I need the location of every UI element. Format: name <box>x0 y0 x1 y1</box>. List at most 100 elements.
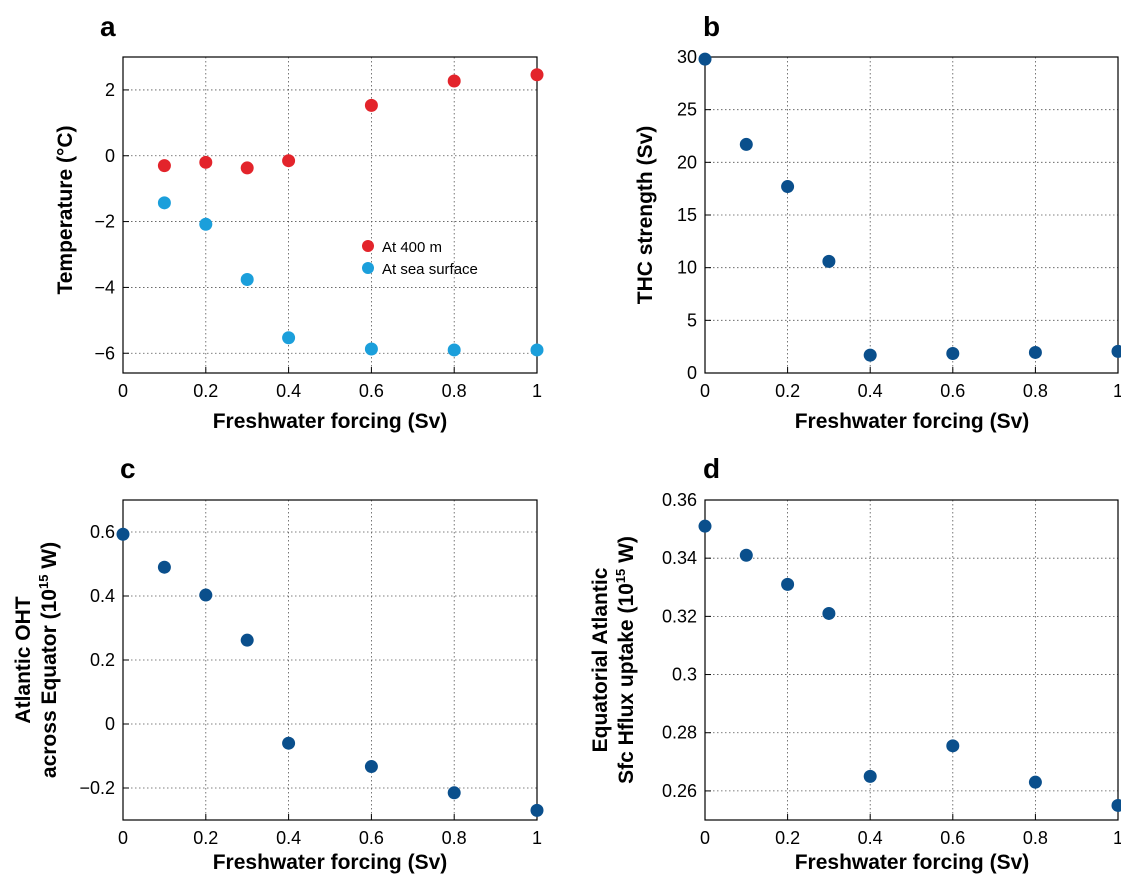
plot-area-d: 0 0.2 0.4 0.6 0.8 1 0.26 0.28 0.3 0.32 0.34 0.36 <box>662 490 1121 848</box>
x-tick-label: 0.4 <box>858 828 883 848</box>
y-tick-label: 0.36 <box>662 490 697 510</box>
y-tick-label: 0.6 <box>90 522 115 542</box>
y-axis-label-c-line2: across Equator (1015 W) <box>36 542 61 778</box>
y-tick-label: −6 <box>94 343 115 363</box>
y-tick-label: 0.2 <box>90 650 115 670</box>
data-point-series-1 <box>157 196 171 210</box>
x-tick-label: 0 <box>700 381 710 401</box>
y-tick-label: −0.2 <box>79 778 115 798</box>
x-tick-label: 0.6 <box>359 828 384 848</box>
y-tick-label: 5 <box>687 310 697 330</box>
legend-label-at-sea-surface: At sea surface <box>382 261 478 278</box>
plot-frame <box>122 56 538 374</box>
x-axis-label-d: Freshwater forcing (Sv) <box>795 851 1030 874</box>
x-tick-label: 0.6 <box>940 828 965 848</box>
x-tick-label: 0.8 <box>442 828 467 848</box>
y-tick-label: 0.26 <box>662 781 697 801</box>
panel-c: c 0 0.2 0.4 0.6 0.8 1 −0.2 0 0.2 0.4 0.6 Freshwate… <box>12 453 544 874</box>
data-point-series-0 <box>863 769 877 783</box>
x-tick-label: 0.2 <box>193 381 218 401</box>
y-tick-label: 0.3 <box>672 665 697 685</box>
panel-label-a: a <box>100 11 116 42</box>
x-tick-label: 1 <box>532 381 542 401</box>
y-tick-label: 0.34 <box>662 548 697 568</box>
plot-frame <box>704 56 1119 374</box>
panel-d: d 0 0.2 0.4 0.6 0.8 10.260.280.30.320.340.36 … <box>589 453 1121 874</box>
data-point-series-0 <box>946 739 960 753</box>
data-point-series-0 <box>781 577 795 591</box>
x-tick-label: 0.2 <box>193 828 218 848</box>
data-point-series-0 <box>739 137 753 151</box>
x-tick-label: 0.2 <box>775 828 800 848</box>
data-point-series-1 <box>364 342 378 356</box>
data-point-series-0 <box>240 633 254 647</box>
y-tick-label: 0 <box>105 146 115 166</box>
x-tick-label: 0.6 <box>359 381 384 401</box>
data-point-series-0 <box>822 254 836 268</box>
y-tick-label: 0.4 <box>90 586 115 606</box>
x-tick-label: 1 <box>532 828 542 848</box>
y-tick-label: 10 <box>677 258 697 278</box>
y-tick-label: 0 <box>687 363 697 383</box>
plot-frame <box>704 499 1119 821</box>
y-tick-label: −4 <box>94 277 115 297</box>
data-point-series-0 <box>282 736 296 750</box>
data-point-series-0 <box>1111 798 1121 812</box>
panel-label-d: d <box>703 453 720 484</box>
y-axis-label-d-line2: Sfc Hflux uptake (1015 W) <box>613 536 638 784</box>
x-tick-label: 1 <box>1113 381 1121 401</box>
plot-frame <box>122 499 538 821</box>
data-point-series-1 <box>199 217 213 231</box>
y-tick-label: 0 <box>105 714 115 734</box>
data-point-series-1 <box>240 273 254 287</box>
x-tick-label: 0 <box>118 381 128 401</box>
data-point-series-0 <box>240 161 254 175</box>
data-point-series-0 <box>946 347 960 361</box>
data-point-series-0 <box>282 154 296 168</box>
x-tick-label: 0.8 <box>442 381 467 401</box>
y-axis-label-c-line1: Atlantic OHT <box>12 596 35 723</box>
data-point-series-0 <box>822 606 836 620</box>
data-point-series-0 <box>447 74 461 88</box>
data-point-series-0 <box>1028 345 1042 359</box>
y-tick-label: 0.28 <box>662 723 697 743</box>
y-tick-label: 20 <box>677 152 697 172</box>
x-tick-label: 0.8 <box>1023 828 1048 848</box>
y-tick-label: −2 <box>94 212 115 232</box>
x-tick-label: 0.4 <box>276 381 301 401</box>
y-axis-label-a: Temperature (°C) <box>54 125 77 294</box>
legend-label-at-400m: At 400 m <box>382 239 442 256</box>
x-tick-label: 0.4 <box>276 828 301 848</box>
data-point-series-0 <box>199 155 213 169</box>
legend-a: At 400 m At sea surface <box>362 239 478 278</box>
data-point-series-0 <box>364 98 378 112</box>
x-tick-label: 0 <box>700 828 710 848</box>
legend-marker-at-400m <box>362 240 374 252</box>
panel-a: a 0 0.2 0.4 0.6 0.8 1 −6 −4 −2 0 2 Freshwater forc… <box>54 11 544 433</box>
y-axis-label-b: THC strength (Sv) <box>634 126 657 305</box>
data-point-series-0 <box>364 760 378 774</box>
x-tick-label: 0.2 <box>775 381 800 401</box>
data-point-series-1 <box>282 331 296 345</box>
x-tick-label: 0.6 <box>940 381 965 401</box>
y-tick-label: 30 <box>677 47 697 67</box>
data-point-series-0 <box>447 786 461 800</box>
legend-marker-at-sea-surface <box>362 262 374 274</box>
data-point-series-1 <box>530 343 544 357</box>
data-point-series-0 <box>199 588 213 602</box>
data-point-series-0 <box>1028 775 1042 789</box>
y-tick-label: 15 <box>677 205 697 225</box>
data-point-series-0 <box>1111 344 1121 358</box>
x-axis-label-a: Freshwater forcing (Sv) <box>213 410 448 433</box>
panel-label-b: b <box>703 11 720 42</box>
x-tick-label: 1 <box>1113 828 1121 848</box>
x-axis-label-c: Freshwater forcing (Sv) <box>213 851 448 874</box>
x-tick-label: 0 <box>118 828 128 848</box>
data-point-series-0 <box>116 527 130 541</box>
data-point-series-0 <box>157 159 171 173</box>
data-point-series-1 <box>447 343 461 357</box>
plot-area-c: 0 0.2 0.4 0.6 0.8 1 −0.2 0 0.2 0.4 0.6 <box>79 499 544 848</box>
